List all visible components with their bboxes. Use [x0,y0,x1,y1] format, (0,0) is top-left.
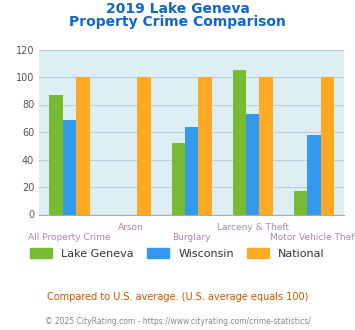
Bar [137,77,151,214]
Bar [260,77,273,214]
Text: Motor Vehicle Theft: Motor Vehicle Theft [270,233,355,242]
Legend: Lake Geneva, Wisconsin, National: Lake Geneva, Wisconsin, National [26,244,329,263]
Bar [246,114,260,214]
Text: Property Crime Comparison: Property Crime Comparison [69,15,286,29]
Bar [49,95,63,214]
Bar [63,120,76,214]
Bar [171,143,185,214]
Text: 2019 Lake Geneva: 2019 Lake Geneva [105,2,250,16]
Bar [321,77,334,214]
Text: Compared to U.S. average. (U.S. average equals 100): Compared to U.S. average. (U.S. average … [47,292,308,302]
Bar [76,77,90,214]
Text: Arson: Arson [118,223,143,232]
Bar [307,135,321,214]
Bar [294,191,307,214]
Text: All Property Crime: All Property Crime [28,233,111,242]
Text: Larceny & Theft: Larceny & Theft [217,223,289,232]
Bar [233,70,246,214]
Bar [185,126,198,214]
Text: Burglary: Burglary [173,233,211,242]
Text: © 2025 CityRating.com - https://www.cityrating.com/crime-statistics/: © 2025 CityRating.com - https://www.city… [45,317,310,326]
Bar [198,77,212,214]
